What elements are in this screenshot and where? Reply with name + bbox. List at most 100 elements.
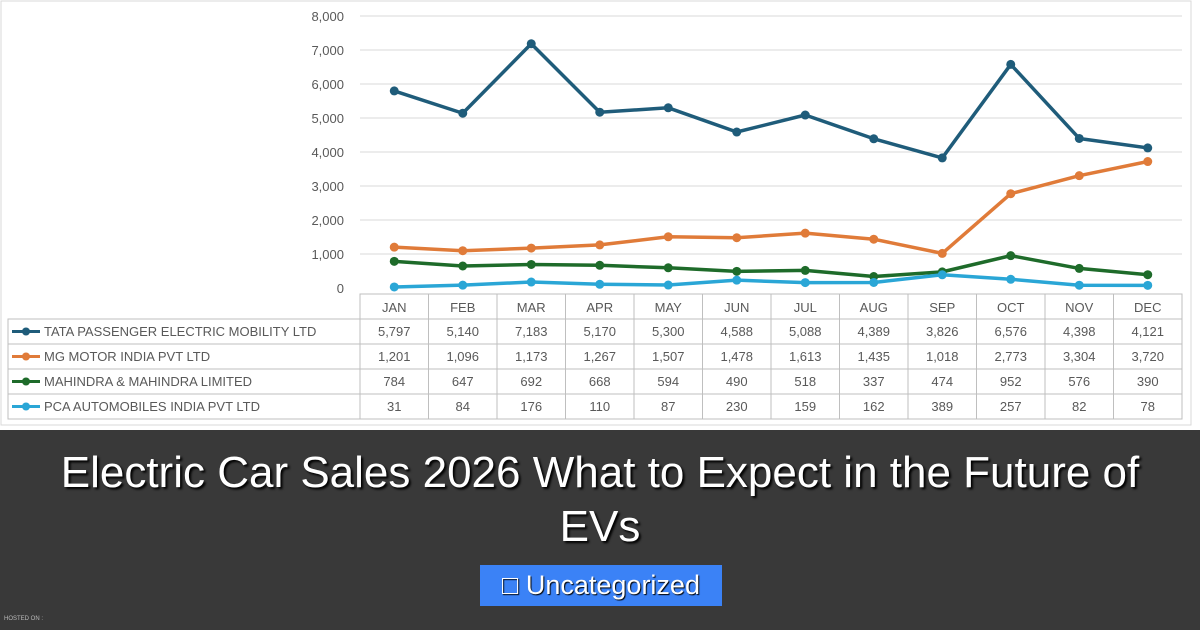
- y-tick-label: 8,000: [311, 9, 344, 24]
- legend-series-name: MAHINDRA & MAHINDRA LIMITED: [44, 374, 252, 389]
- data-label: 5,088: [789, 324, 822, 339]
- data-point: [663, 263, 673, 273]
- data-point: [595, 240, 605, 250]
- data-label: 5,797: [378, 324, 411, 339]
- data-point: [1074, 133, 1084, 143]
- data-label: 518: [794, 374, 816, 389]
- x-tick-label: JUN: [724, 300, 749, 315]
- data-label: 257: [1000, 399, 1022, 414]
- data-point: [800, 265, 810, 275]
- legend-marker: [22, 402, 30, 411]
- data-label: 1,613: [789, 349, 822, 364]
- y-tick-label: 1,000: [311, 247, 344, 262]
- data-label: 4,588: [720, 324, 753, 339]
- category-label: Uncategorized: [525, 570, 700, 600]
- data-point: [732, 233, 742, 243]
- series-line: [394, 159, 1149, 256]
- data-label: 1,435: [857, 349, 890, 364]
- data-point: [526, 277, 536, 287]
- data-point: [1006, 189, 1016, 199]
- data-point: [800, 110, 810, 120]
- legend-series-name: MG MOTOR INDIA PVT LTD: [44, 349, 210, 364]
- data-label: 5,140: [446, 324, 479, 339]
- data-point: [1143, 143, 1153, 153]
- data-label: 474: [931, 374, 953, 389]
- x-tick-label: DEC: [1134, 300, 1161, 315]
- data-label: 1,478: [720, 349, 753, 364]
- line-chart: 0 1,000 2,000 3,000 4,000 5,000 6,000 7,000 8,00…: [0, 0, 1192, 426]
- data-point: [800, 278, 810, 288]
- x-tick-label: OCT: [997, 300, 1025, 315]
- y-tick-label: 5,000: [311, 111, 344, 126]
- data-point: [937, 153, 947, 163]
- data-point: [937, 270, 947, 280]
- legend-series-name: TATA PASSENGER ELECTRIC MOBILITY LTD: [44, 324, 316, 339]
- data-point: [389, 282, 399, 292]
- data-label: 3,304: [1063, 349, 1096, 364]
- folder-icon: □: [502, 570, 519, 600]
- data-label: 230: [726, 399, 748, 414]
- data-label: 1,096: [446, 349, 479, 364]
- data-point: [800, 228, 810, 238]
- data-point: [663, 232, 673, 242]
- data-label: 1,201: [378, 349, 411, 364]
- data-point: [526, 259, 536, 269]
- data-label: 2,773: [994, 349, 1027, 364]
- data-point: [663, 280, 673, 290]
- data-label: 337: [863, 374, 885, 389]
- y-tick-label: 0: [337, 281, 344, 296]
- data-point: [663, 103, 673, 113]
- data-label: 784: [383, 374, 405, 389]
- data-point: [1074, 171, 1084, 181]
- data-point: [1074, 263, 1084, 273]
- legend-series-name: PCA AUTOMOBILES INDIA PVT LTD: [44, 399, 260, 414]
- data-label: 4,389: [857, 324, 890, 339]
- data-label: 1,507: [652, 349, 685, 364]
- data-point: [526, 243, 536, 253]
- data-point: [869, 234, 879, 244]
- data-point: [458, 280, 468, 290]
- data-label: 162: [863, 399, 885, 414]
- data-label: 6,576: [994, 324, 1027, 339]
- data-label: 84: [456, 399, 470, 414]
- legend-marker: [22, 352, 30, 361]
- x-tick-label: JUL: [794, 300, 817, 315]
- x-tick-label: AUG: [860, 300, 888, 315]
- data-label: 3,826: [926, 324, 959, 339]
- data-point: [732, 127, 742, 137]
- series-line: [394, 273, 1148, 289]
- x-tick-label: JAN: [382, 300, 407, 315]
- data-label: 110: [589, 399, 610, 414]
- data-label: 490: [726, 374, 748, 389]
- data-label: 647: [452, 374, 474, 389]
- series-line: [393, 42, 1148, 160]
- data-point: [389, 242, 399, 252]
- data-point: [595, 260, 605, 270]
- data-label: 4,121: [1131, 324, 1164, 339]
- y-tick-label: 3,000: [311, 179, 344, 194]
- data-label: 4,398: [1063, 324, 1096, 339]
- data-label: 3,720: [1131, 349, 1164, 364]
- data-label: 389: [931, 399, 953, 414]
- y-tick-label: 7,000: [311, 43, 344, 58]
- data-point: [1006, 59, 1016, 69]
- y-tick-label: 2,000: [311, 213, 344, 228]
- data-point: [458, 108, 468, 118]
- table-column: [1113, 293, 1183, 420]
- x-tick-label: APR: [586, 300, 613, 315]
- data-point: [1074, 280, 1084, 290]
- data-label: 5,170: [583, 324, 616, 339]
- data-point: [458, 261, 468, 271]
- data-point: [869, 134, 879, 144]
- data-label: 594: [657, 374, 679, 389]
- data-point: [1143, 280, 1153, 290]
- data-point: [526, 39, 536, 49]
- data-point: [389, 256, 399, 266]
- x-tick-label: FEB: [450, 300, 475, 315]
- data-point: [732, 275, 742, 285]
- chart-frame: [0, 0, 1192, 426]
- data-label: 82: [1072, 399, 1086, 414]
- data-label: 7,183: [515, 324, 548, 339]
- data-label: 692: [520, 374, 542, 389]
- category-badge[interactable]: □ Uncategorized: [480, 565, 722, 606]
